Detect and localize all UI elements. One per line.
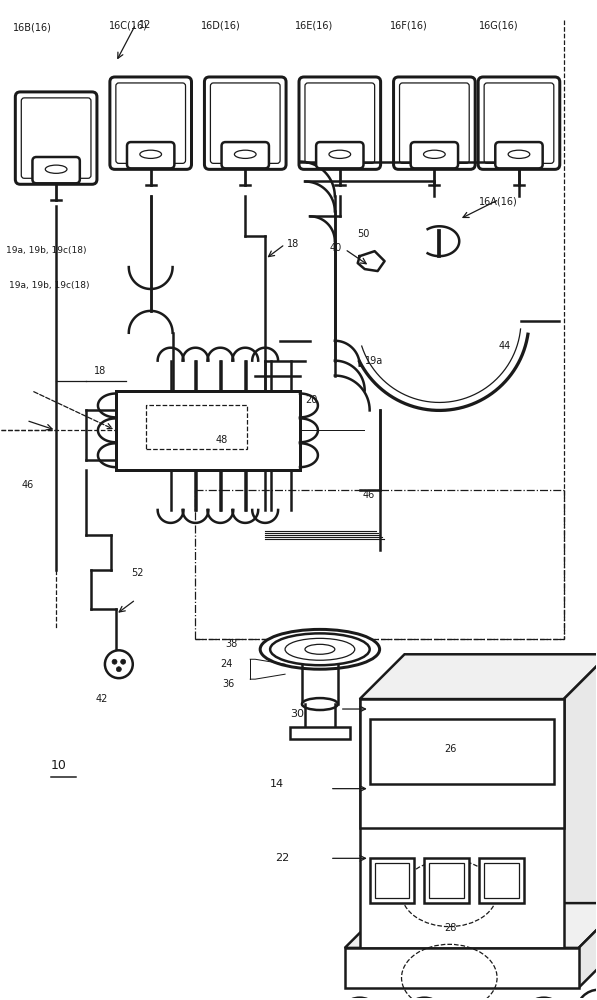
Polygon shape [564,654,597,948]
Polygon shape [578,903,597,988]
Bar [484,863,519,898]
Bar [429,863,464,898]
Text: 36: 36 [222,679,235,689]
Text: 16G(16): 16G(16) [479,20,519,30]
FancyBboxPatch shape [204,77,286,169]
Text: 16B(16): 16B(16) [13,22,52,32]
Text: 16A(16): 16A(16) [479,196,518,206]
Bar [146,405,247,449]
Circle shape [338,998,381,1000]
Text: 18: 18 [287,239,299,249]
Text: 10: 10 [51,759,67,772]
Ellipse shape [423,150,445,158]
Text: 22: 22 [275,853,290,863]
Text: 19a, 19b, 19c(18): 19a, 19b, 19c(18) [10,281,90,290]
Ellipse shape [140,150,162,158]
Text: 24: 24 [220,659,233,669]
FancyBboxPatch shape [110,77,192,169]
FancyBboxPatch shape [16,92,97,184]
Bar [424,858,469,903]
Text: 16E(16): 16E(16) [295,20,333,30]
FancyBboxPatch shape [32,157,80,183]
Text: 40: 40 [330,243,342,253]
Bar [370,719,554,784]
Text: 19a, 19b, 19c(18): 19a, 19b, 19c(18) [7,246,87,255]
Circle shape [577,990,597,1000]
Ellipse shape [508,150,530,158]
FancyBboxPatch shape [316,142,364,168]
Text: 52: 52 [131,568,143,578]
Bar [375,863,410,898]
FancyBboxPatch shape [393,77,475,169]
FancyBboxPatch shape [496,142,543,168]
Text: 18: 18 [94,366,106,376]
Text: 44: 44 [499,341,511,351]
FancyBboxPatch shape [127,142,174,168]
Text: 14: 14 [270,779,284,789]
Text: 42: 42 [96,694,108,704]
Text: 20: 20 [305,395,318,405]
Text: 46: 46 [363,490,375,500]
Text: 30: 30 [290,709,304,719]
Text: 48: 48 [216,435,227,445]
Text: 50: 50 [357,229,369,239]
Polygon shape [360,654,597,699]
Bar [290,727,350,739]
Text: 26: 26 [444,744,457,754]
Ellipse shape [45,165,67,173]
Circle shape [522,998,566,1000]
Text: 16C(16): 16C(16) [109,20,148,30]
Circle shape [116,667,121,672]
Circle shape [402,998,447,1000]
Ellipse shape [260,629,380,669]
Text: 16D(16): 16D(16) [201,20,240,30]
Circle shape [121,659,125,664]
FancyBboxPatch shape [299,77,381,169]
Text: 28: 28 [444,923,457,933]
Text: 12: 12 [139,20,151,30]
Ellipse shape [270,633,370,665]
Ellipse shape [235,150,256,158]
Text: 19a: 19a [365,356,383,366]
Polygon shape [345,903,597,948]
Text: 16F(16): 16F(16) [390,20,427,30]
Bar [345,948,578,988]
FancyBboxPatch shape [478,77,560,169]
FancyBboxPatch shape [221,142,269,168]
Circle shape [112,659,117,664]
Bar [370,858,414,903]
Text: 46: 46 [21,480,33,490]
Ellipse shape [305,644,335,654]
Bar [360,699,564,828]
Text: 38: 38 [225,639,238,649]
Ellipse shape [302,698,338,710]
FancyBboxPatch shape [411,142,458,168]
Ellipse shape [285,638,355,660]
Bar [479,858,524,903]
Bar [360,699,564,948]
Bar [116,391,300,470]
Circle shape [586,999,597,1000]
Ellipse shape [329,150,350,158]
Circle shape [105,650,133,678]
